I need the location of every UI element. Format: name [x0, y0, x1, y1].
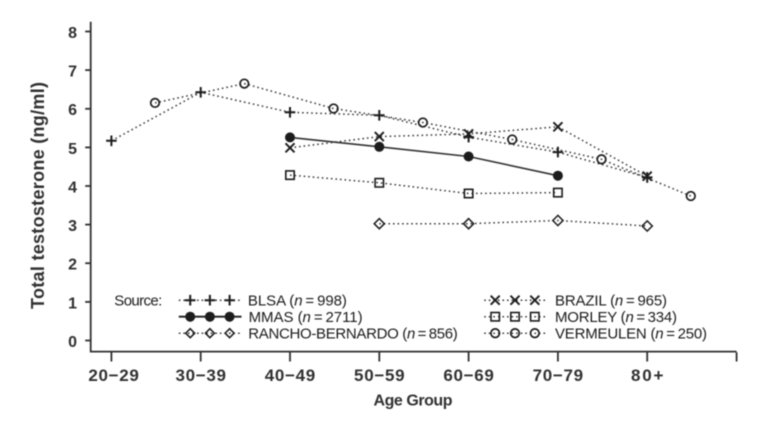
svg-text:60−69: 60−69: [443, 366, 494, 385]
svg-text:3: 3: [68, 218, 77, 235]
svg-text:50−59: 50−59: [354, 366, 405, 385]
svg-text:80+: 80+: [631, 366, 664, 385]
svg-text:VERMEULEN (n = 250): VERMEULEN (n = 250): [555, 326, 707, 343]
svg-text:Age Group: Age Group: [374, 392, 453, 409]
svg-text:4: 4: [68, 179, 77, 196]
svg-text:5: 5: [68, 141, 77, 158]
svg-text:7: 7: [68, 64, 77, 81]
svg-text:70−79: 70−79: [533, 366, 584, 385]
svg-text:1: 1: [68, 295, 77, 312]
svg-text:BLSA (n = 998): BLSA (n = 998): [248, 293, 347, 310]
svg-text:MORLEY (n = 334): MORLEY (n = 334): [555, 309, 677, 326]
svg-text:6: 6: [68, 102, 77, 119]
svg-text:0: 0: [68, 334, 77, 351]
svg-text:40−49: 40−49: [265, 366, 316, 385]
svg-text:Total testosterone (ng/ml): Total testosterone (ng/ml): [28, 82, 48, 309]
svg-text:RANCHO-BERNARDO (n = 856): RANCHO-BERNARDO (n = 856): [248, 326, 457, 343]
svg-text:20−29: 20−29: [88, 366, 139, 385]
svg-text:30−39: 30−39: [175, 366, 226, 385]
svg-text:8: 8: [68, 25, 77, 42]
svg-text:Source:: Source:: [114, 293, 162, 310]
svg-text:2: 2: [68, 257, 77, 274]
svg-text:MMAS (n = 2711): MMAS (n = 2711): [249, 309, 363, 326]
svg-text:BRAZIL (n = 965): BRAZIL (n = 965): [555, 293, 667, 310]
